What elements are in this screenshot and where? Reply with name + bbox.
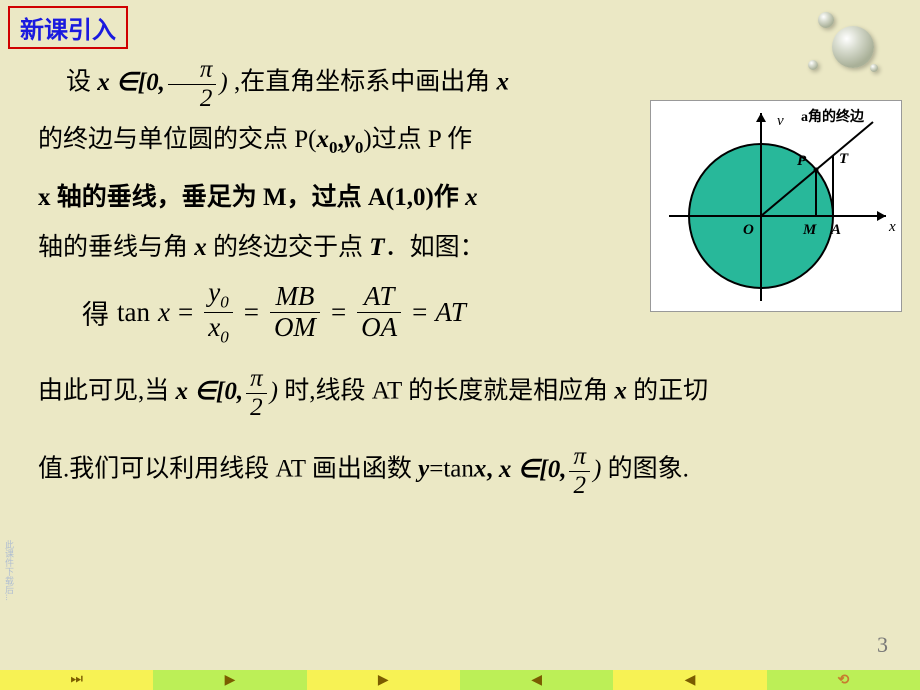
label-A: A (830, 222, 841, 238)
t: = (178, 297, 193, 328)
label-v: v (777, 113, 784, 129)
t: y (208, 277, 220, 307)
t: 值.我们可以利用线段 AT 画出函数 (38, 456, 418, 483)
t: 设 (66, 69, 97, 96)
nav-bar: ⏭ ▶ ▶ ◀ ◀ ⟲ (0, 670, 920, 690)
t: 的终边交于点 (207, 234, 370, 261)
t: = (244, 297, 259, 328)
t: 得 (82, 293, 109, 332)
t: x (474, 456, 487, 483)
t: x ∈[0, (97, 69, 165, 96)
t: )过点 P 作 (363, 126, 472, 153)
badge-text: 新课引入 (20, 18, 116, 44)
t: ) (593, 456, 601, 483)
t: AT (357, 282, 401, 313)
t: x ∈[0, (176, 378, 244, 405)
label-P: P (797, 153, 807, 169)
t: 的正切 (627, 378, 708, 405)
nav-play[interactable]: ▶ (307, 670, 460, 690)
var-x: x (497, 69, 510, 96)
label-O: O (743, 222, 754, 238)
label-T: T (839, 151, 849, 167)
t: π (569, 443, 590, 472)
t: π (246, 365, 267, 394)
t: 由此可见,当 (38, 378, 176, 405)
watermark: 此课件下载后... (2, 540, 16, 660)
t: OM (270, 313, 320, 343)
t: ,在直角坐标系中画出角 (234, 69, 497, 96)
t: AT (435, 297, 466, 328)
nav-back[interactable]: ◀ (460, 670, 613, 690)
two: 2 (168, 85, 217, 113)
t: = (331, 297, 346, 328)
t: ) (219, 69, 227, 96)
t: ．如图： (385, 234, 485, 261)
t: OA (357, 313, 401, 343)
label-x: x (888, 219, 896, 235)
t: x ∈[0, (499, 456, 567, 483)
section-badge: 新课引入 (8, 6, 128, 49)
t: x (465, 184, 478, 211)
t: x (614, 378, 627, 405)
t: , (486, 456, 499, 483)
t: 0 (220, 292, 229, 311)
t: x (208, 312, 220, 342)
t: 2 (569, 472, 590, 500)
t: T (369, 234, 384, 261)
t: MB (270, 282, 320, 313)
page-number: 3 (877, 632, 888, 658)
t: 2 (246, 394, 267, 422)
t: 轴的垂线与角 (38, 234, 194, 261)
nav-first[interactable]: ⏭ (0, 670, 153, 690)
t: 的图象. (608, 456, 689, 483)
t: =tan (429, 456, 474, 483)
unit-circle-diagram: v x a角的终边 P T O M A (650, 100, 902, 312)
label-M: M (802, 222, 817, 238)
t: x (158, 297, 170, 328)
t: x (316, 126, 329, 153)
pi: π (168, 56, 217, 85)
t: 的终边与单位圆的交点 P( (38, 126, 316, 153)
nav-return[interactable]: ⟲ (767, 670, 920, 690)
t: y (344, 126, 355, 153)
nav-prev[interactable]: ◀ (613, 670, 766, 690)
t: ) (270, 378, 278, 405)
t: y (418, 456, 429, 483)
label-edge: a角的终边 (801, 108, 865, 125)
nav-next[interactable]: ▶ (153, 670, 306, 690)
t: x (194, 234, 207, 261)
t: = (412, 297, 427, 328)
t: 时,线段 AT 的长度就是相应角 (284, 378, 614, 405)
diagram-svg: v x a角的终边 P T O M A (651, 101, 903, 313)
t: 0 (220, 327, 229, 346)
t: tan (117, 297, 150, 328)
t: x 轴的垂线，垂足为 M，过点 A(1,0)作 (38, 184, 465, 211)
intro-paragraph: 设 x ∈[0,π2) ,在直角坐标系中画出角 x 的终边与单位圆的交点 P(x… (38, 56, 598, 270)
